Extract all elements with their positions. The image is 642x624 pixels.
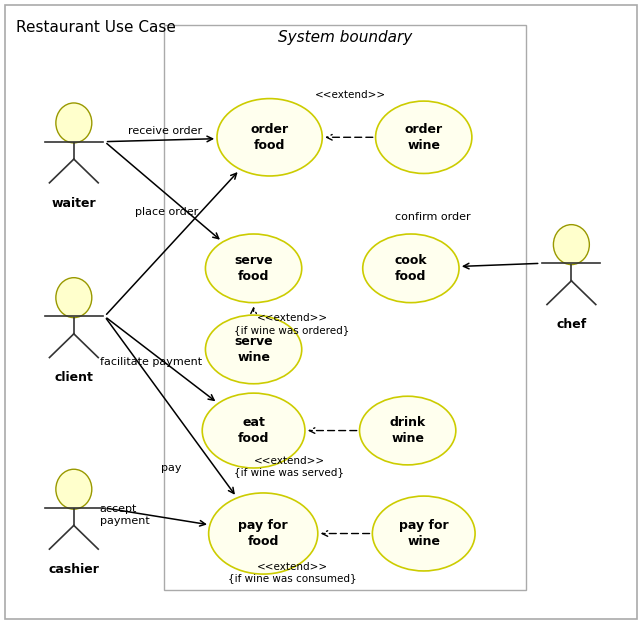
Ellipse shape [363, 234, 459, 303]
Text: facilitate payment: facilitate payment [100, 357, 202, 367]
Text: accept
payment: accept payment [100, 504, 149, 525]
Text: <<extend>>
{if wine was ordered}: <<extend>> {if wine was ordered} [234, 313, 350, 335]
Text: cashier: cashier [48, 563, 100, 576]
Text: chef: chef [556, 318, 587, 331]
Text: serve
food: serve food [234, 254, 273, 283]
Text: drink
wine: drink wine [390, 416, 426, 445]
Text: receive order: receive order [128, 126, 202, 136]
Text: eat
food: eat food [238, 416, 269, 445]
Text: serve
wine: serve wine [234, 335, 273, 364]
Ellipse shape [376, 101, 472, 173]
FancyBboxPatch shape [164, 25, 526, 590]
Text: order
wine: order wine [404, 123, 443, 152]
Text: confirm order: confirm order [395, 212, 471, 222]
Text: <<extend>>
{if wine was consumed}: <<extend>> {if wine was consumed} [228, 562, 356, 583]
Text: client: client [55, 371, 93, 384]
Ellipse shape [56, 278, 92, 318]
Text: <<extend>>: <<extend>> [315, 90, 386, 100]
FancyBboxPatch shape [5, 5, 637, 619]
Ellipse shape [205, 234, 302, 303]
Text: cook
food: cook food [395, 254, 427, 283]
Ellipse shape [205, 315, 302, 384]
Ellipse shape [553, 225, 589, 265]
Text: waiter: waiter [51, 197, 96, 210]
Text: order
food: order food [250, 123, 289, 152]
Text: System boundary: System boundary [278, 30, 412, 45]
Ellipse shape [202, 393, 305, 468]
Ellipse shape [372, 496, 475, 571]
Text: pay for
wine: pay for wine [399, 519, 449, 548]
Text: pay for
food: pay for food [238, 519, 288, 548]
Text: <<extend>>
{if wine was served}: <<extend>> {if wine was served} [234, 456, 344, 477]
Text: place order: place order [135, 207, 198, 217]
Text: Restaurant Use Case: Restaurant Use Case [16, 20, 176, 35]
Ellipse shape [56, 103, 92, 143]
Ellipse shape [56, 469, 92, 509]
Ellipse shape [360, 396, 456, 465]
Text: pay: pay [160, 463, 181, 473]
Ellipse shape [209, 493, 318, 574]
Ellipse shape [217, 99, 322, 176]
